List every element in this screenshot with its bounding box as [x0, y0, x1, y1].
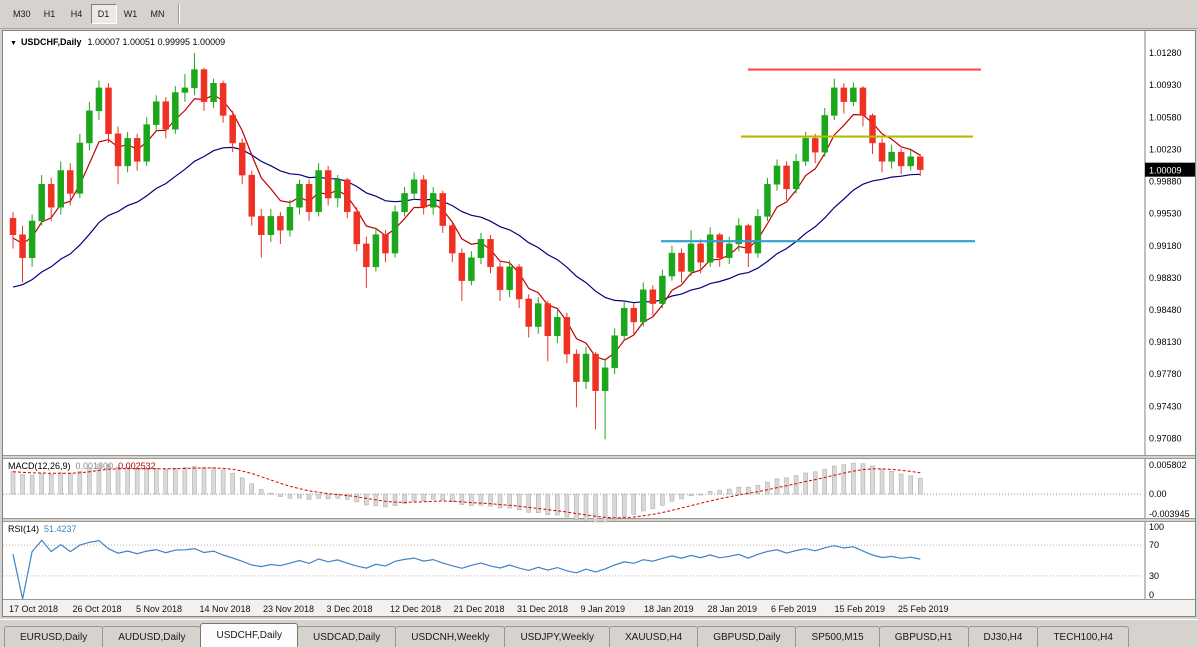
chart-tab-sp500-m15[interactable]: SP500,M15: [795, 626, 880, 647]
price-scale-label[interactable]: 1.00930: [1149, 80, 1182, 90]
time-axis-label[interactable]: 21 Dec 2018: [454, 604, 505, 614]
chart-background: [3, 31, 1195, 616]
price-scale-label[interactable]: 0.98830: [1149, 273, 1182, 283]
time-axis-label[interactable]: 5 Nov 2018: [136, 604, 182, 614]
current-price-tag: [1145, 162, 1195, 177]
time-axis-label[interactable]: 12 Dec 2018: [390, 604, 441, 614]
macd-scale-label: -0.003945: [1149, 509, 1190, 519]
price-scale-label[interactable]: 1.00230: [1149, 144, 1182, 154]
time-axis-label[interactable]: 6 Feb 2019: [771, 604, 817, 614]
price-scale-label[interactable]: 0.99530: [1149, 209, 1182, 219]
time-axis-label[interactable]: 14 Nov 2018: [200, 604, 251, 614]
rsi-line: [12, 539, 921, 600]
time-axis-label[interactable]: 9 Jan 2019: [581, 604, 626, 614]
ma-slow-line: [12, 146, 921, 304]
toolbar-separator: [177, 4, 180, 24]
time-axis-label[interactable]: 28 Jan 2019: [708, 604, 758, 614]
chart-window[interactable]: 1.01280 1.00930 1.00580 1.00230 0.99880 0.995…: [2, 30, 1196, 618]
timeframe-button-group: M30 H1 H4 D1 W1 MN: [8, 4, 172, 24]
price-scale-label[interactable]: 0.98480: [1149, 305, 1182, 315]
rsi-scale-label: 0: [1149, 590, 1154, 600]
timeframe-button-h1[interactable]: H1: [43, 9, 56, 19]
price-scale-label[interactable]: 0.98130: [1149, 337, 1182, 347]
chart-tab-dj30-h4[interactable]: DJ30,H4: [967, 626, 1039, 647]
chart-tab-usdchf-daily[interactable]: USDCHF,Daily: [200, 623, 299, 647]
chart-tab-usdcad-daily[interactable]: USDCAD,Daily: [297, 626, 397, 647]
chart-tab-audusd-daily[interactable]: AUDUSD,Daily: [102, 626, 202, 647]
macd-signal-line: [12, 467, 921, 519]
time-axis-label[interactable]: 3 Dec 2018: [327, 604, 373, 614]
chart-tab-usdjpy-weekly[interactable]: USDJPY,Weekly: [504, 626, 610, 647]
timeframe-button-m30[interactable]: M30: [13, 9, 31, 19]
timeframe-button-h4[interactable]: H4: [70, 9, 83, 19]
time-axis-label[interactable]: 17 Oct 2018: [9, 604, 58, 614]
timeframe-button-d1[interactable]: D1: [90, 4, 117, 24]
chart-tab-gbpusd-daily[interactable]: GBPUSD,Daily: [697, 626, 797, 647]
timeframe-button-mn[interactable]: MN: [150, 9, 165, 19]
chart-tab-usdcnh-weekly[interactable]: USDCNH,Weekly: [395, 626, 506, 647]
time-axis-label[interactable]: 15 Feb 2019: [835, 604, 886, 614]
current-price-value: 1.00009: [1149, 166, 1182, 176]
timeframe-toolbar: M30 H1 H4 D1 W1 MN: [0, 0, 1198, 29]
price-scale-label[interactable]: 0.97430: [1149, 401, 1182, 411]
time-axis-label[interactable]: 25 Feb 2019: [898, 604, 949, 614]
price-scale-label[interactable]: 0.99180: [1149, 241, 1182, 251]
rsi-scale-label: 30: [1149, 571, 1159, 581]
panel-splitter[interactable]: [3, 455, 1195, 459]
time-axis-label[interactable]: 26 Oct 2018: [73, 604, 122, 614]
price-scale-label[interactable]: 1.00580: [1149, 112, 1182, 122]
chart-tab-tech100-h4[interactable]: TECH100,H4: [1037, 626, 1129, 647]
price-scale-label[interactable]: 0.99880: [1149, 177, 1182, 187]
time-axis-label[interactable]: 31 Dec 2018: [517, 604, 568, 614]
time-axis-band: [3, 599, 1195, 618]
candlesticks: [9, 53, 924, 440]
rsi-scale-label: 100: [1149, 522, 1164, 532]
macd-scale-label: 0.00: [1149, 489, 1167, 499]
price-scale-label[interactable]: 1.01280: [1149, 48, 1182, 58]
timeframe-button-w1[interactable]: W1: [123, 9, 138, 19]
ma-fast-line: [12, 94, 921, 361]
macd-histogram: [10, 462, 923, 523]
price-scale-label[interactable]: 0.97080: [1149, 433, 1182, 443]
price-scale-label[interactable]: 0.97780: [1149, 369, 1182, 379]
chart-tab-xauusd-h4[interactable]: XAUUSD,H4: [608, 626, 699, 647]
chart-canvas[interactable]: 1.01280 1.00930 1.00580 1.00230 0.99880 0.995…: [3, 31, 1195, 618]
chart-tab-eurusd-daily[interactable]: EURUSD,Daily: [4, 626, 104, 647]
time-axis-label[interactable]: 23 Nov 2018: [263, 604, 314, 614]
time-axis-label[interactable]: 18 Jan 2019: [644, 604, 694, 614]
chart-tabbar: EURUSD,Daily AUDUSD,Daily USDCHF,Daily USDC…: [0, 619, 1198, 647]
rsi-scale-label: 70: [1149, 540, 1159, 550]
macd-scale-label: 0.005802: [1149, 460, 1187, 470]
panel-splitter[interactable]: [3, 518, 1195, 522]
chart-tab-gbpusd-h1[interactable]: GBPUSD,H1: [878, 626, 969, 647]
